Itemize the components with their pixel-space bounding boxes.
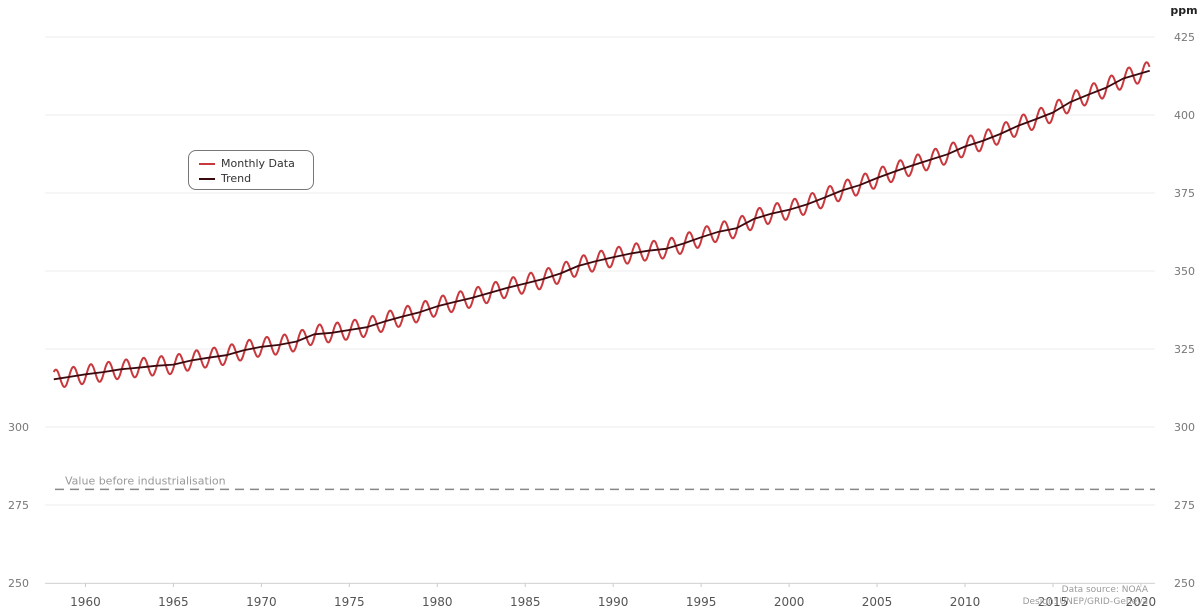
left-tick-label-250: 250 [8,577,29,590]
series-line-trend [53,69,1150,381]
x-tick-label-2000: 2000 [774,595,805,609]
reference-line-label: Value before industrialisation [65,474,226,487]
legend-label-trend: Trend [221,172,252,185]
series-layer [52,61,1151,388]
left-tick-label-300: 300 [8,421,29,434]
x-tick-label-2015: 2015 [1038,595,1069,609]
left-axis-tick-labels: 250 275 300 [8,421,29,590]
x-tick-label-1990: 1990 [598,595,629,609]
right-axis-tick-labels: 250 275 300 325 350 375 400 425 [1174,31,1195,590]
right-tick-label-350: 350 [1174,265,1195,278]
series-line-monthly-data [52,61,1151,388]
right-tick-label-425: 425 [1174,31,1195,44]
data-source-credit: Data source: NOAA [1062,585,1149,595]
right-tick-label-275: 275 [1174,499,1195,512]
right-tick-label-250: 250 [1174,577,1195,590]
legend-swatch-monthly-data [199,162,215,165]
x-tick-label-2005: 2005 [862,595,893,609]
x-axis-tick-labels: 1960 1965 1970 1975 1980 1985 1990 1995 2000 2005… [70,583,1156,609]
right-tick-label-400: 400 [1174,109,1195,122]
legend-swatch-trend [199,177,215,180]
x-tick-label-1995: 1995 [686,595,717,609]
x-tick-label-1975: 1975 [334,595,365,609]
left-tick-label-275: 275 [8,499,29,512]
x-tick-label-1960: 1960 [70,595,101,609]
design-credit: Design: UNEP/GRID-Geneva [1023,597,1148,607]
legend-label-monthly-data: Monthly Data [221,157,295,170]
x-tick-label-1985: 1985 [510,595,541,609]
right-tick-label-375: 375 [1174,187,1195,200]
x-tick-label-1970: 1970 [246,595,277,609]
chart-legend: Monthly Data Trend [188,150,314,190]
right-tick-label-300: 300 [1174,421,1195,434]
legend-item-trend[interactable]: Trend [199,171,313,186]
legend-item-monthly-data[interactable]: Monthly Data [199,156,313,171]
right-tick-label-325: 325 [1174,343,1195,356]
x-tick-label-1965: 1965 [158,595,189,609]
x-tick-label-1980: 1980 [422,595,453,609]
x-tick-label-2020: 2020 [1126,595,1157,609]
y-axis-unit-label: ppm [1170,4,1197,17]
gridlines [45,36,1155,584]
x-tick-label-2010: 2010 [950,595,981,609]
